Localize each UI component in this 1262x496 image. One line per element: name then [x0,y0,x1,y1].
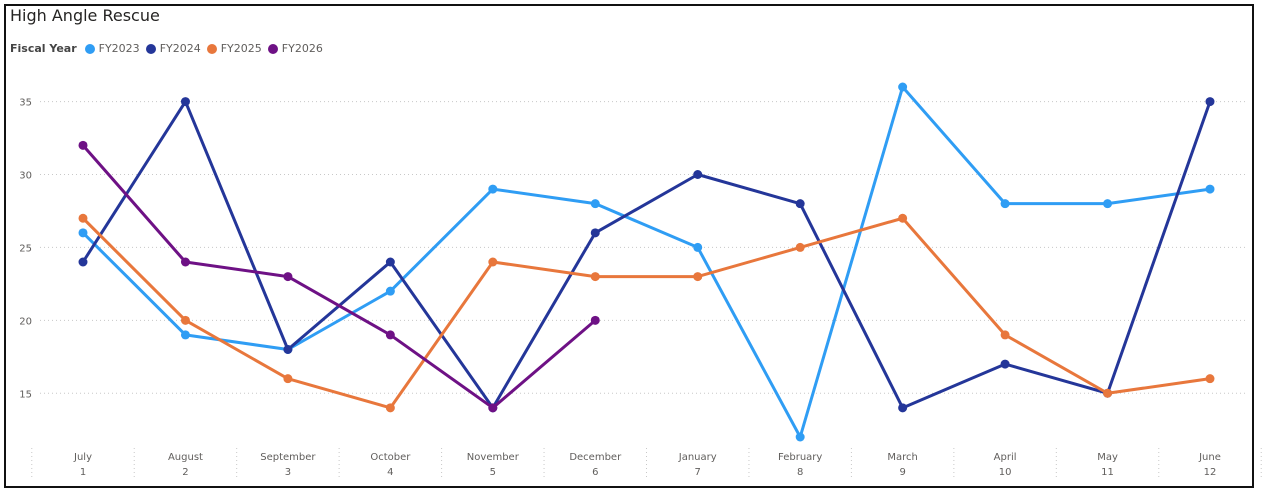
x-tick-month: November [467,452,520,463]
x-tick-month: December [569,452,622,463]
legend-items: FY2023 FY2024 FY2025 FY2026 [84,42,329,55]
data-point-fy2025 [795,242,805,252]
legend-title: Fiscal Year [10,42,77,55]
data-point-fy2024 [385,257,395,267]
x-tick-index: 10 [999,467,1012,478]
data-point-fy2024 [898,403,908,413]
x-tick-index: 12 [1204,467,1217,478]
data-point-fy2023 [385,286,395,296]
series-line-fy2025 [81,216,1212,410]
data-point-fy2026 [78,140,88,150]
data-point-fy2025 [180,315,190,325]
data-point-fy2025 [1205,374,1215,384]
data-point-fy2023 [795,432,805,442]
data-point-fy2023 [898,82,908,92]
legend-marker [206,43,217,54]
data-point-fy2025 [1103,388,1113,398]
x-tick-month: February [778,452,822,463]
chart-frame [4,4,1254,488]
x-tick-index: 11 [1101,467,1114,478]
data-point-fy2024 [78,257,88,267]
data-point-fy2023 [1000,199,1010,209]
data-point-fy2025 [1000,330,1010,340]
data-point-fy2025 [78,213,88,223]
data-point-fy2023 [488,184,498,194]
chart-title: High Angle Rescue [10,6,160,25]
data-point-fy2025 [488,257,498,267]
legend-label: FY2024 [159,42,201,55]
x-tick-month: April [994,452,1017,463]
x-tick-month: October [370,452,411,463]
data-point-fy2026 [283,272,293,282]
x-tick-index: 2 [182,467,188,478]
x-tick-index: 3 [285,467,291,478]
data-point-fy2023 [693,242,703,252]
data-point-fy2025 [385,403,395,413]
data-point-fy2023 [180,330,190,340]
legend-item-fy2026[interactable]: FY2026 [267,42,323,55]
series-line-fy2023 [81,85,1212,439]
x-tick-index: 1 [80,467,86,478]
x-tick-index: 6 [592,467,598,478]
legend-marker [84,43,95,54]
x-tick-month: September [260,452,316,463]
x-tick-index: 8 [797,467,803,478]
data-point-fy2023 [78,228,88,238]
data-point-fy2024 [1205,97,1215,107]
data-point-fy2026 [590,315,600,325]
data-point-fy2024 [795,199,805,209]
x-tick-month: March [887,452,917,463]
data-point-fy2025 [693,272,703,282]
data-point-fy2024 [590,228,600,238]
x-tick-month: August [168,452,203,463]
x-tick-index: 7 [695,467,701,478]
legend-label: FY2025 [220,42,262,55]
data-point-fy2025 [283,374,293,384]
data-point-fy2026 [385,330,395,340]
series-line-fy2026 [81,143,597,410]
data-point-fy2026 [488,403,498,413]
y-tick-label: 25 [19,243,32,254]
data-point-fy2023 [1103,199,1113,209]
legend: Fiscal Year FY2023 FY2024 FY2025 FY2026 [10,42,329,55]
series-line-fy2024 [81,100,1212,410]
y-tick-label: 35 [19,98,32,109]
data-point-fy2024 [693,170,703,179]
x-tick-month: May [1097,452,1118,463]
y-tick-label: 15 [19,389,32,400]
data-point-fy2023 [1205,184,1215,194]
data-point-fy2026 [180,257,190,267]
x-tick-index: 4 [387,467,393,478]
x-tick-month: January [678,452,717,463]
data-point-fy2024 [180,97,190,107]
data-point-fy2025 [590,272,600,282]
legend-item-fy2023[interactable]: FY2023 [84,42,140,55]
legend-marker [267,43,278,54]
legend-label: FY2026 [281,42,323,55]
legend-item-fy2024[interactable]: FY2024 [145,42,201,55]
data-point-fy2024 [1000,359,1010,369]
x-tick-month: July [73,452,92,463]
legend-label: FY2023 [98,42,140,55]
y-tick-label: 20 [19,316,32,327]
data-point-fy2025 [898,213,908,223]
legend-marker [145,43,156,54]
legend-item-fy2025[interactable]: FY2025 [206,42,262,55]
data-point-fy2024 [283,345,293,354]
x-tick-index: 5 [490,467,496,478]
x-tick-month: June [1198,452,1221,463]
data-point-fy2023 [590,199,600,209]
y-tick-label: 30 [19,171,32,182]
x-tick-index: 9 [899,467,905,478]
